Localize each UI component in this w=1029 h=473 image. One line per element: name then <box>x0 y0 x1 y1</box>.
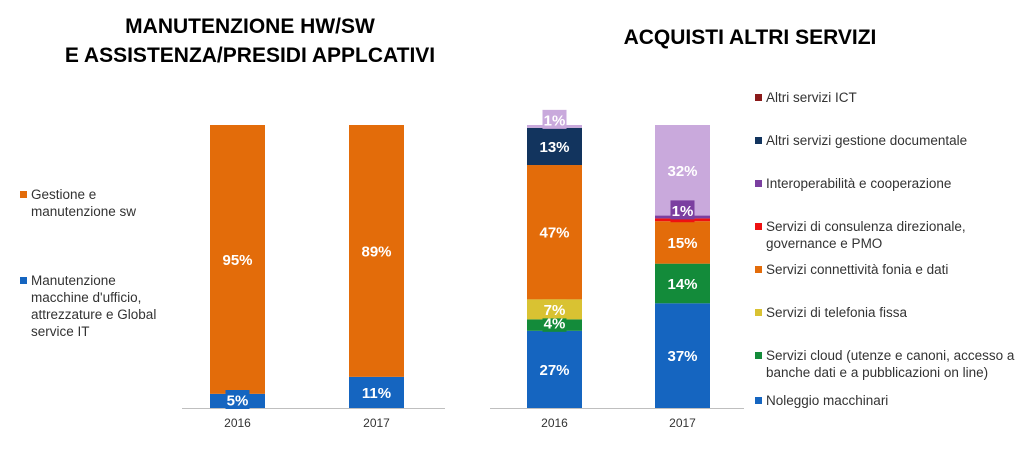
tick-label-2016: 2016 <box>541 416 568 430</box>
legend-cloud: Servizi cloud (utenze e canoni, accesso … <box>755 347 1025 381</box>
legend-swatch <box>755 94 762 101</box>
legend-label: Servizi connettività fonia e dati <box>766 262 949 277</box>
legend-connettivita: Servizi connettività fonia e dati <box>755 261 1025 278</box>
bar-segment-2017-s1 <box>655 263 710 304</box>
bar-segment-2017-s0 <box>349 376 404 408</box>
data-label-2016-s0: 5% <box>227 393 249 410</box>
legend-interoperabilita: Interoperabilità e cooperazione <box>755 175 1025 192</box>
data-label-2016-s7: 1% <box>544 112 566 129</box>
legend-noleggio: Noleggio macchinari <box>755 392 1025 409</box>
legend-swatch <box>755 397 762 404</box>
legend-label: Servizi di consulenza direzionale, gover… <box>766 219 966 251</box>
legend-label: Servizi di telefonia fissa <box>766 305 908 320</box>
chart-title-maintenance: MANUTENZIONE HW/SW E ASSISTENZA/PRESIDI … <box>64 15 436 67</box>
data-label-2017-s1: 14% <box>667 276 697 293</box>
data-label-2017-s0: 37% <box>667 348 697 365</box>
bar-segment-2016-s1 <box>210 125 265 394</box>
legend-swatch <box>755 352 762 359</box>
data-label-2016-s1: 4% <box>544 315 566 332</box>
data-label-bg-2016-s7 <box>542 109 567 129</box>
legend-swatch <box>755 137 762 144</box>
legend-label: Altri servizi ICT <box>766 90 857 105</box>
legend-swatch <box>755 309 762 316</box>
bar-segment-2016-s6 <box>527 127 582 166</box>
tick-label-2017: 2017 <box>669 416 696 430</box>
legend-consulenza: Servizi di consulenza direzionale, gover… <box>755 218 1020 252</box>
legend-gestione-documentale: Altri servizi gestione documentale <box>755 132 1025 149</box>
data-label-bg-2016-s0 <box>225 390 250 409</box>
data-label-2016-s3: 47% <box>539 225 569 242</box>
legend-label: Interoperabilità e cooperazione <box>766 176 952 191</box>
legend-swatch <box>20 277 27 284</box>
bar-segment-2016-s3 <box>527 165 582 300</box>
legend-swatch <box>755 266 762 273</box>
bar-segment-2017-s1 <box>349 125 404 377</box>
legend-gestione-sw: Gestione e manutenzione sw <box>20 186 170 220</box>
data-label-2016-s2: 7% <box>544 302 566 319</box>
legend-manutenzione-macchine: Manutenzione macchine d'ufficio, attrezz… <box>20 272 170 340</box>
data-label-2016-s0: 27% <box>539 362 569 379</box>
legend-telefonia: Servizi di telefonia fissa <box>755 304 1025 321</box>
legend-label: Gestione e manutenzione sw <box>31 187 137 219</box>
tick-label-2016: 2016 <box>224 416 251 430</box>
legend-label: Servizi cloud (utenze e canoni, accesso … <box>766 348 1015 380</box>
data-label-2016-s6: 13% <box>539 139 569 156</box>
legend-label: Altri servizi gestione documentale <box>766 133 968 148</box>
bar-segment-2016-s0 <box>527 330 582 408</box>
data-label-2017-s3: 15% <box>667 235 697 252</box>
data-label-2017-s5: 1% <box>672 203 694 220</box>
bar-segment-2017-s3 <box>655 221 710 264</box>
legend-swatch <box>755 223 762 230</box>
data-label-2017-s1: 89% <box>361 243 391 260</box>
data-label-bg-2017-s5 <box>670 200 695 220</box>
legend-altri-servizi-ict: Altri servizi ICT <box>755 89 1025 106</box>
bar-segment-2017-s0 <box>655 303 710 408</box>
legend-label: Manutenzione macchine d'ufficio, attrezz… <box>31 273 157 339</box>
data-label-bg-2016-s2 <box>542 299 567 319</box>
tick-label-2017: 2017 <box>363 416 390 430</box>
legend-swatch <box>20 191 27 198</box>
data-label-2017-s7: 32% <box>667 163 697 180</box>
legend-label: Noleggio macchinari <box>766 393 889 408</box>
legend-swatch <box>755 180 762 187</box>
chart-title-services: ACQUISTI ALTRI SERVIZI <box>623 26 877 49</box>
data-label-2017-s0: 11% <box>362 385 391 402</box>
data-label-2016-s1: 95% <box>222 252 252 269</box>
